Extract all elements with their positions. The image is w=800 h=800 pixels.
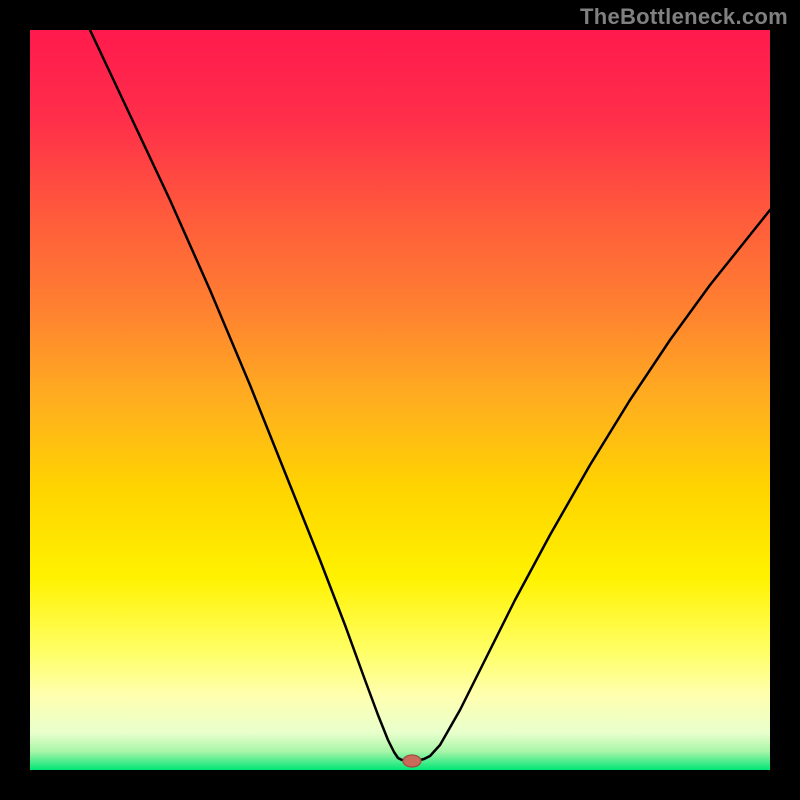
chart-svg: [0, 0, 800, 800]
watermark-text: TheBottleneck.com: [580, 4, 788, 30]
current-config-marker: [403, 755, 421, 767]
chart-container: TheBottleneck.com: [0, 0, 800, 800]
